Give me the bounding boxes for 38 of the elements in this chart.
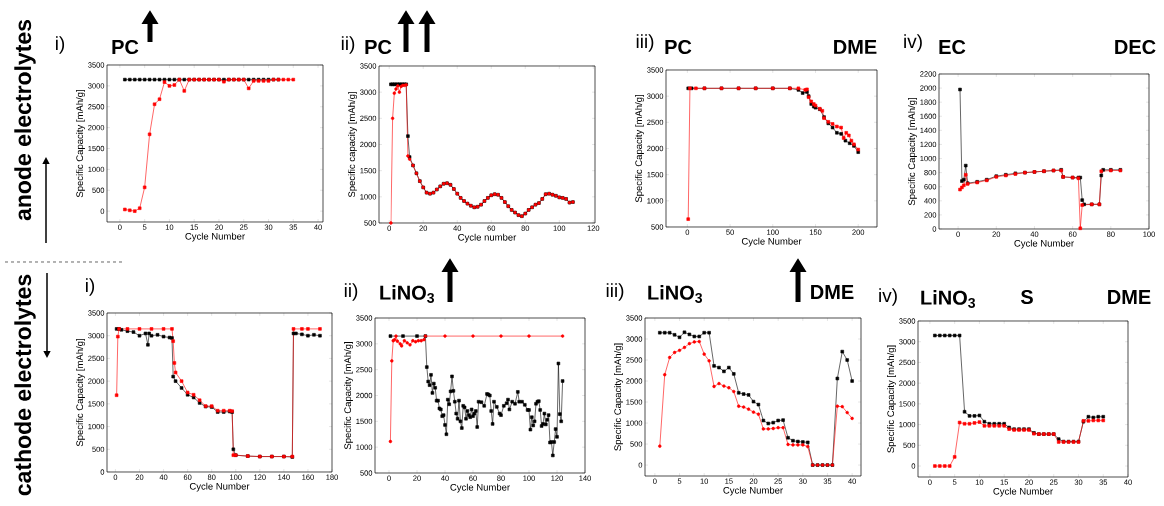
text: DME bbox=[834, 40, 877, 54]
y-axis-title: Specific Capacity [mAh/g] bbox=[635, 95, 644, 203]
text: S bbox=[1020, 289, 1033, 305]
chart-title: iii) bbox=[606, 283, 624, 301]
chart-title: ii) bbox=[344, 283, 358, 301]
text: EC bbox=[939, 39, 966, 55]
text: PC bbox=[665, 39, 692, 55]
chart-title: iv) bbox=[904, 34, 922, 52]
text: LiNO$_{3}$ bbox=[921, 290, 976, 308]
x-axis-title: Cycle Number bbox=[185, 232, 245, 242]
text: LiNO$_{3}$ bbox=[380, 285, 435, 303]
text: cathode electrolytes bbox=[14, 274, 36, 496]
x-axis-title: Cycle Number bbox=[450, 483, 510, 493]
x-axis-title: Cycle Number bbox=[993, 487, 1053, 497]
chart-title: iv) bbox=[879, 288, 897, 306]
y-axis-title: Specific capacity [mAh/g] bbox=[348, 92, 357, 198]
text: DEC bbox=[1115, 39, 1156, 55]
y-axis-title: Specific Capacity [mAh/g] bbox=[76, 339, 85, 447]
x-axis-title: Cycle Number bbox=[723, 486, 783, 496]
chart-title: iii) bbox=[636, 34, 654, 52]
y-axis-title: Specific Capacity [mAh/g] bbox=[614, 343, 623, 451]
y-axis-title: Specific Capacity [mAh/g] bbox=[887, 345, 896, 453]
text: DME bbox=[1108, 290, 1151, 304]
x-axis-title: Cycle number bbox=[458, 233, 517, 243]
text: anode electrolytes bbox=[14, 19, 36, 221]
text: LiNO$_{3}$ bbox=[648, 285, 703, 303]
x-axis-title: Cycle Number bbox=[1014, 239, 1074, 249]
chart-title: i) bbox=[56, 36, 65, 54]
y-axis-title: Specific Capacity [mAh/g] bbox=[908, 98, 917, 206]
text: PC bbox=[365, 39, 392, 55]
text: DME bbox=[811, 285, 854, 299]
y-axis-title: Specific Capacity [mAh/g] bbox=[76, 90, 85, 198]
y-axis-title: Specific Capacity [mAh/g] bbox=[344, 342, 353, 450]
chart-title: i) bbox=[86, 278, 95, 296]
text: PC bbox=[112, 39, 139, 55]
chart-title: ii) bbox=[341, 36, 355, 54]
x-axis-title: Cycle Number bbox=[741, 237, 802, 247]
x-axis-title: Cycle Number bbox=[189, 482, 250, 492]
